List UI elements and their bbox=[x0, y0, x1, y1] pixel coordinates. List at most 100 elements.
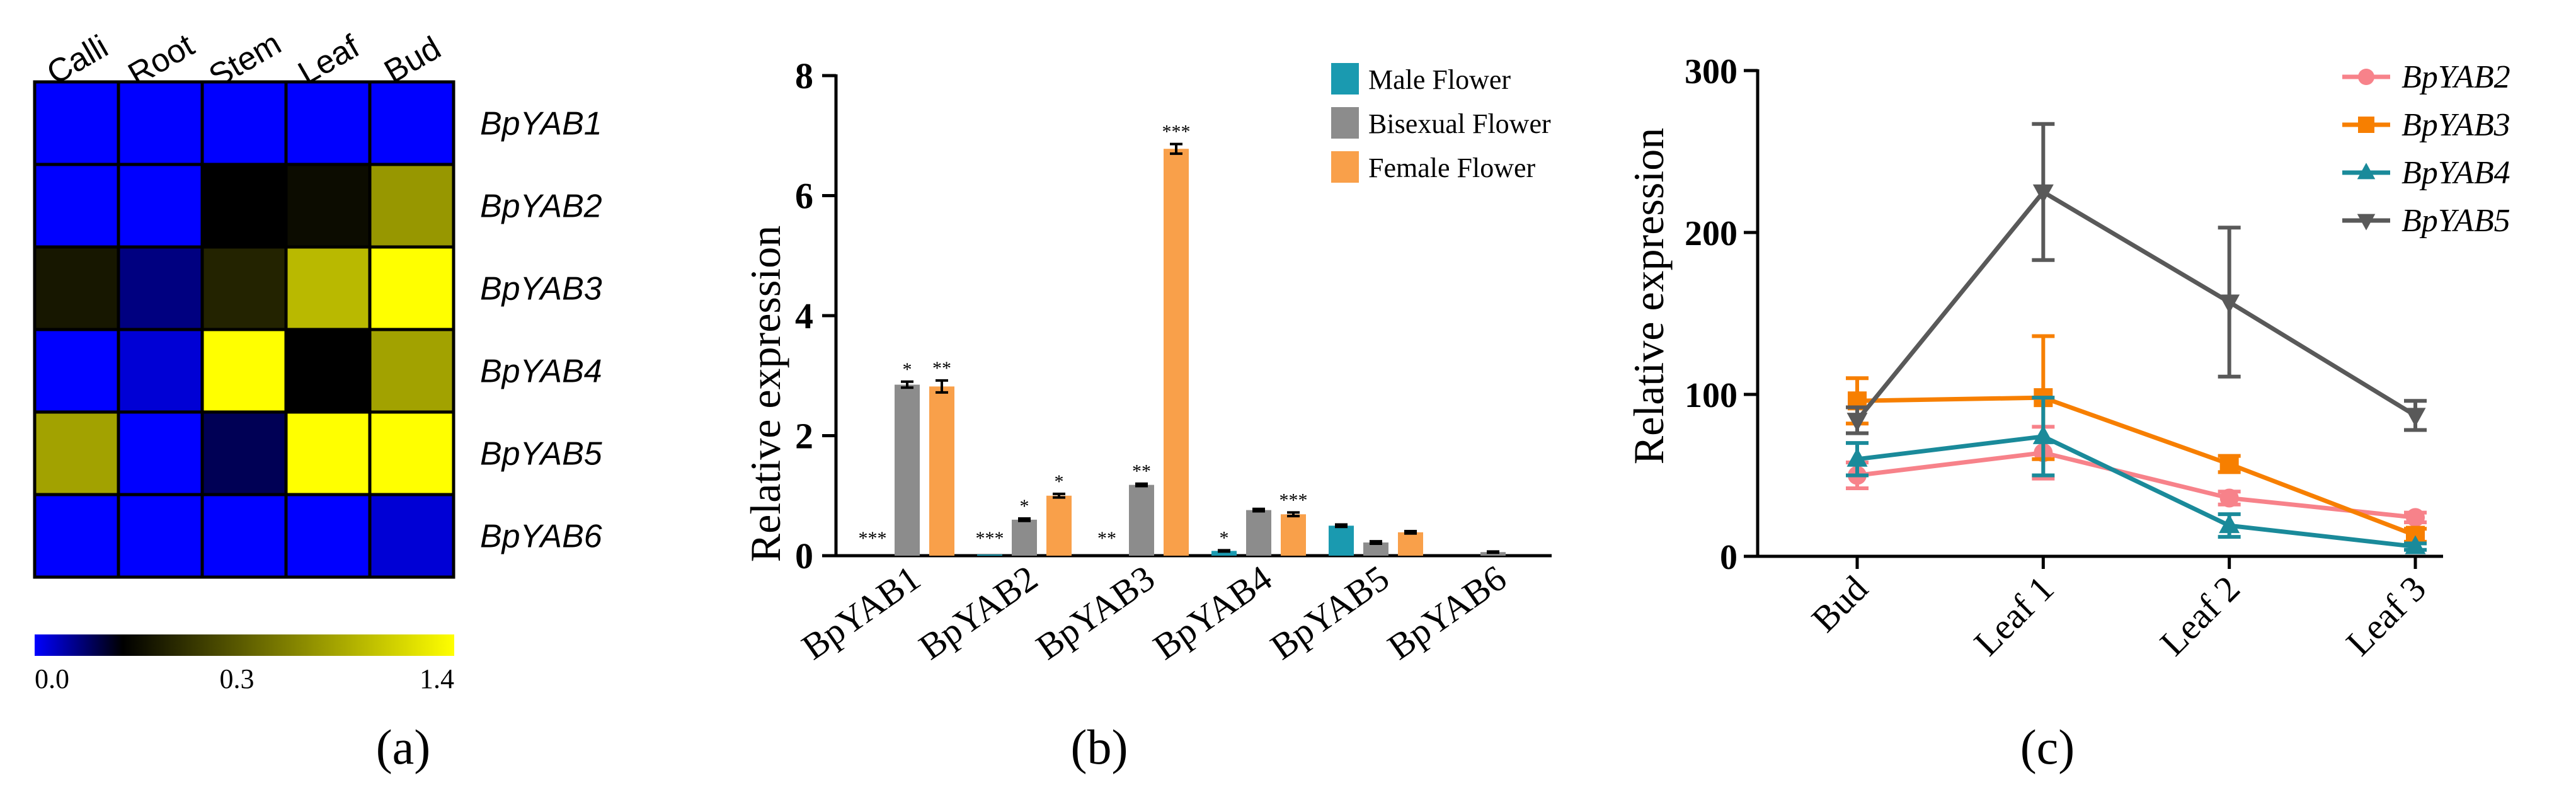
bar-legend-swatch bbox=[1331, 107, 1359, 139]
line-series bbox=[1846, 122, 2427, 435]
line-legend-marker bbox=[2357, 214, 2376, 231]
line-point bbox=[2405, 535, 2426, 554]
heatmap-row-label: BpYAB1 bbox=[480, 106, 602, 142]
heatmap-cell bbox=[284, 163, 372, 249]
colorbar bbox=[35, 634, 454, 656]
heatmap-cell bbox=[200, 493, 288, 579]
bar bbox=[1246, 510, 1271, 556]
bar bbox=[1211, 551, 1237, 556]
line-series bbox=[1846, 425, 2427, 527]
heatmap-cell bbox=[200, 80, 288, 166]
bar-x-tick-label: BpYAB2 bbox=[912, 557, 1045, 667]
bar-y-tick-label: 4 bbox=[795, 295, 813, 336]
bar-significance-label: * bbox=[1020, 496, 1029, 517]
bar bbox=[1398, 532, 1423, 556]
line-point bbox=[2405, 408, 2426, 427]
bar-legend-label: Male Flower bbox=[1368, 64, 1511, 95]
heatmap-cell bbox=[368, 493, 455, 579]
bar-x-tick-label: BpYAB6 bbox=[1380, 557, 1514, 667]
heatmap-cell bbox=[284, 493, 372, 579]
bar bbox=[1012, 519, 1037, 556]
line-y-tick-label: 300 bbox=[1685, 52, 1737, 91]
line-point bbox=[2219, 454, 2239, 474]
heatmap-cell bbox=[284, 410, 372, 496]
colorbar-max-label: 1.4 bbox=[420, 663, 454, 694]
bar bbox=[1363, 542, 1388, 556]
line-legend-label: BpYAB3 bbox=[2401, 107, 2510, 143]
line-legend-marker bbox=[2358, 69, 2374, 85]
bar-y-tick-label: 2 bbox=[795, 416, 813, 457]
bar-significance-label: * bbox=[1220, 527, 1229, 548]
colorbar-mid-label: 0.3 bbox=[220, 663, 255, 694]
panel-label-b: (b) bbox=[1071, 720, 1128, 774]
line-series bbox=[1846, 396, 2427, 554]
bar-significance-label: *** bbox=[1279, 490, 1308, 510]
heatmap-cell bbox=[284, 80, 372, 166]
heatmap-cell bbox=[368, 245, 455, 331]
bar-y-tick-label: 0 bbox=[795, 536, 813, 576]
heatmap-cell bbox=[368, 80, 455, 166]
line-x-tick-label: Leaf 3 bbox=[2338, 568, 2434, 663]
line-x-tick-label: Leaf 1 bbox=[1966, 568, 2062, 663]
bar-significance-label: ** bbox=[932, 358, 951, 379]
bar-legend-swatch bbox=[1331, 63, 1359, 95]
colorbar-min-label: 0.0 bbox=[35, 663, 69, 694]
bar-y-tick-label: 8 bbox=[795, 55, 813, 96]
bar bbox=[1129, 485, 1154, 556]
line-point bbox=[2406, 508, 2425, 527]
line-legend-marker bbox=[2358, 117, 2374, 133]
line-point bbox=[1846, 413, 1868, 432]
line-point bbox=[2219, 294, 2240, 314]
bar bbox=[929, 386, 954, 556]
heatmap-cell bbox=[368, 328, 455, 414]
heatmap-cell bbox=[368, 410, 455, 496]
line-y-tick-label: 100 bbox=[1685, 376, 1737, 415]
heatmap-row-label: BpYAB5 bbox=[480, 436, 603, 473]
bar-significance-label: * bbox=[1055, 471, 1064, 492]
panel-label-c: (c) bbox=[2020, 720, 2075, 774]
bar-significance-label: * bbox=[903, 359, 912, 380]
heatmap-cell bbox=[117, 245, 204, 331]
bar bbox=[1281, 514, 1306, 556]
bar-x-tick-label: BpYAB5 bbox=[1263, 557, 1397, 667]
heatmap-cell bbox=[33, 163, 120, 249]
heatmap-cell bbox=[200, 163, 288, 249]
heatmap-cell bbox=[368, 163, 455, 249]
bar-x-tick-label: BpYAB3 bbox=[1029, 557, 1162, 667]
bar-significance-label: *** bbox=[859, 528, 887, 549]
bar-y-axis-title: Relative expression bbox=[741, 226, 789, 562]
heatmap-cell bbox=[33, 80, 120, 166]
bar-x-tick-label: BpYAB1 bbox=[794, 557, 928, 667]
heatmap-cell bbox=[33, 493, 120, 579]
bar-legend-label: Bisexual Flower bbox=[1368, 108, 1551, 139]
heatmap-cell bbox=[33, 245, 120, 331]
bar-legend-swatch bbox=[1331, 151, 1359, 183]
line-point bbox=[1846, 447, 1868, 467]
heatmap-panel: Calli Root Stem Leaf Bud BpYAB1BpYAB2BpYAB3B… bbox=[33, 25, 603, 774]
line-point bbox=[2032, 425, 2054, 444]
bar bbox=[895, 384, 920, 556]
heatmap-cell bbox=[284, 245, 372, 331]
line-series-path bbox=[1857, 434, 2416, 549]
line-point bbox=[2219, 488, 2239, 508]
line-point bbox=[2219, 514, 2240, 534]
heatmap-cell bbox=[117, 410, 204, 496]
line-x-tick-label: Leaf 2 bbox=[2152, 568, 2248, 663]
heatmap-cell bbox=[33, 328, 120, 414]
bar bbox=[1046, 495, 1072, 556]
panel-label-a: (a) bbox=[376, 720, 431, 774]
bar-x-tick-label: BpYAB4 bbox=[1146, 557, 1279, 667]
heatmap-cell bbox=[33, 410, 120, 496]
heatmap-cell bbox=[117, 493, 204, 579]
heatmap-cell bbox=[200, 328, 288, 414]
line-series-path bbox=[1855, 189, 2417, 422]
heatmap-cell bbox=[200, 410, 288, 496]
line-point bbox=[2032, 184, 2054, 204]
line-y-axis-title: Relative expression bbox=[1625, 128, 1673, 464]
bar-significance-label: *** bbox=[1162, 122, 1191, 142]
line-legend-label: BpYAB5 bbox=[2401, 203, 2510, 239]
bar bbox=[1164, 149, 1189, 556]
line-series-path bbox=[1857, 395, 2417, 537]
